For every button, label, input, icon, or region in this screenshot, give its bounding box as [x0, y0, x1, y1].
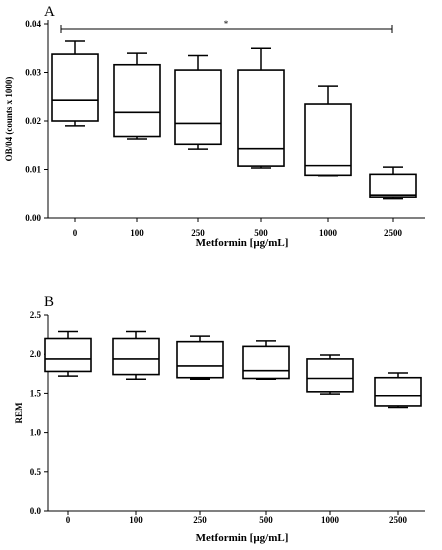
y-axis-title: OB/04 (counts x 1000)	[4, 77, 14, 162]
box-0	[51, 40, 99, 127]
panel-b: B 0.00.51.01.52.02.5 0 100 250 500 1000 2500 …	[14, 294, 425, 544]
box-100	[113, 52, 161, 140]
boxes	[44, 330, 422, 409]
x-tick-label: 500	[254, 228, 268, 238]
significance-label: *	[224, 19, 229, 29]
y-axis-title: REM	[14, 402, 24, 424]
y-ticks: 0.0 0.5 1.0 1.5 2.0 2.5	[30, 310, 48, 516]
box-100	[112, 330, 160, 381]
box-iqr	[44, 337, 92, 373]
y-tick-label: 2.5	[30, 310, 42, 320]
x-ticks: 0 100 250 500 1000 2500	[66, 511, 408, 525]
panel-letter-a: A	[44, 4, 55, 20]
y-ticks: 0.00 0.01 0.02 0.03 0.04	[25, 19, 48, 223]
box-2500	[374, 372, 422, 409]
box-250	[174, 54, 222, 150]
y-tick-label: 0.04	[25, 19, 41, 29]
y-tick-label: 2.0	[30, 349, 42, 359]
box-iqr	[174, 69, 222, 146]
x-tick-label: 250	[191, 228, 205, 238]
y-tick-label: 0.5	[30, 467, 42, 477]
y-tick-label: 0.00	[25, 213, 41, 223]
y-tick-label: 1.0	[30, 428, 42, 438]
x-tick-label: 2500	[384, 228, 403, 238]
x-tick-label: 1000	[321, 515, 340, 525]
y-tick-label: 1.5	[30, 388, 42, 398]
box-iqr	[374, 376, 422, 407]
panel-letter-b: B	[44, 294, 54, 310]
box-iqr	[112, 337, 160, 376]
y-tick-label: 0.01	[25, 165, 41, 175]
x-tick-label: 2500	[389, 515, 408, 525]
box-iqr	[242, 345, 290, 380]
x-axis-title: Metformin [µg/mL]	[196, 237, 289, 249]
x-tick-label: 0	[73, 228, 78, 238]
box-0	[44, 330, 92, 377]
box-iqr	[306, 358, 354, 393]
x-tick-label: 0	[66, 515, 71, 525]
box-iqr	[113, 63, 161, 138]
box-iqr	[51, 53, 99, 122]
box-iqr	[369, 173, 417, 198]
box-iqr	[304, 103, 352, 177]
box-250	[176, 335, 224, 381]
x-ticks: 0 100 250 500 1000 2500	[73, 218, 403, 238]
boxes	[51, 40, 417, 200]
y-tick-label: 0.02	[25, 116, 41, 126]
box-iqr	[176, 340, 224, 379]
x-tick-label: 250	[193, 515, 207, 525]
x-tick-label: 100	[130, 228, 144, 238]
panel-a: A 0.00 0.01 0.02 0.03 0.04 0 100 250 500 1000 250…	[4, 4, 425, 249]
significance-bar: *	[60, 19, 393, 33]
box-1000	[304, 85, 352, 177]
box-iqr	[237, 69, 285, 167]
y-tick-label: 0.03	[25, 68, 41, 78]
box-500	[242, 340, 290, 381]
box-500	[237, 47, 285, 169]
box-1000	[306, 354, 354, 395]
y-tick-label: 0.0	[30, 506, 42, 516]
x-tick-label: 1000	[319, 228, 338, 238]
x-axis-title: Metformin [µg/mL]	[196, 532, 289, 544]
box-2500	[369, 166, 417, 200]
x-tick-label: 100	[129, 515, 143, 525]
x-tick-label: 500	[259, 515, 273, 525]
